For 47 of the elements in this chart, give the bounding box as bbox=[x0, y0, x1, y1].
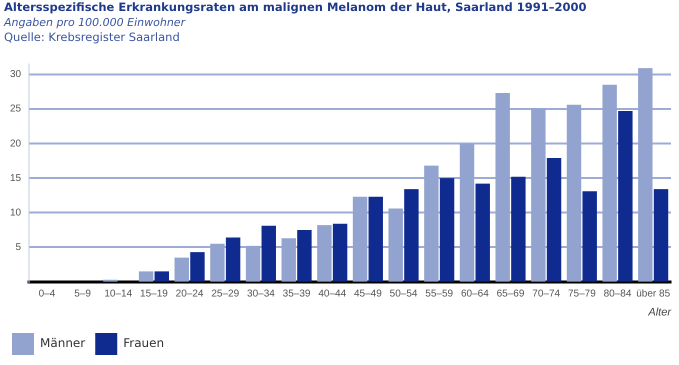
bar bbox=[511, 176, 526, 282]
bar bbox=[190, 252, 205, 282]
legend-label: Frauen bbox=[123, 336, 164, 350]
y-tick-label: 10 bbox=[10, 207, 22, 218]
bar bbox=[654, 189, 668, 282]
x-tick-label: 55–59 bbox=[425, 288, 454, 300]
x-tick-label: 70–74 bbox=[532, 288, 561, 300]
x-tick-label: 80–84 bbox=[604, 288, 632, 300]
x-tick-label: 10–14 bbox=[104, 288, 133, 300]
bar bbox=[546, 158, 562, 282]
y-tick-label: 30 bbox=[10, 69, 22, 80]
x-tick-label: 40–44 bbox=[318, 288, 347, 300]
x-tick-label: 75–79 bbox=[568, 288, 596, 300]
bar bbox=[582, 191, 597, 282]
x-tick-label: 45–49 bbox=[354, 288, 382, 300]
x-tick-label: 25–29 bbox=[211, 288, 240, 300]
x-tick-label: 20–24 bbox=[176, 288, 204, 300]
bar bbox=[332, 224, 348, 282]
x-tick-label: über 85 bbox=[636, 288, 671, 300]
bar bbox=[154, 271, 169, 282]
x-tick-label: 5–9 bbox=[74, 288, 92, 300]
y-tick-label: 20 bbox=[10, 138, 22, 150]
chart-subtitle: Angaben pro 100.000 Einwohner bbox=[4, 15, 187, 30]
x-tick-label: 60–64 bbox=[460, 288, 490, 300]
chart-title: Altersspezifische Erkrankungsraten am malignen Melanom der Haut, Saarland 1991–2000 bbox=[4, 0, 586, 15]
bar bbox=[138, 271, 154, 282]
y-tick-label: 5 bbox=[16, 242, 22, 253]
bar bbox=[618, 111, 633, 282]
x-tick-label: 0–4 bbox=[38, 288, 56, 300]
bar bbox=[404, 189, 419, 282]
bar bbox=[226, 238, 240, 282]
bar bbox=[262, 226, 276, 282]
bar bbox=[476, 184, 490, 282]
bar bbox=[174, 258, 189, 282]
source-note: Quelle: Krebsregister Saarland bbox=[4, 30, 181, 45]
bar bbox=[440, 178, 454, 282]
x-axis-title: Alter bbox=[647, 306, 672, 318]
x-tick-label: 50–54 bbox=[390, 288, 418, 300]
bar bbox=[368, 196, 383, 282]
legend-label: Männer bbox=[40, 336, 86, 350]
x-tick-label: 30–34 bbox=[247, 288, 276, 300]
x-tick-label: 65–69 bbox=[496, 288, 525, 300]
x-tick-label: 15–19 bbox=[140, 288, 168, 300]
y-tick-label: 25 bbox=[10, 104, 22, 115]
y-tick-label: 15 bbox=[10, 172, 22, 184]
bar bbox=[297, 230, 312, 282]
x-tick-label: 35–39 bbox=[282, 288, 311, 300]
